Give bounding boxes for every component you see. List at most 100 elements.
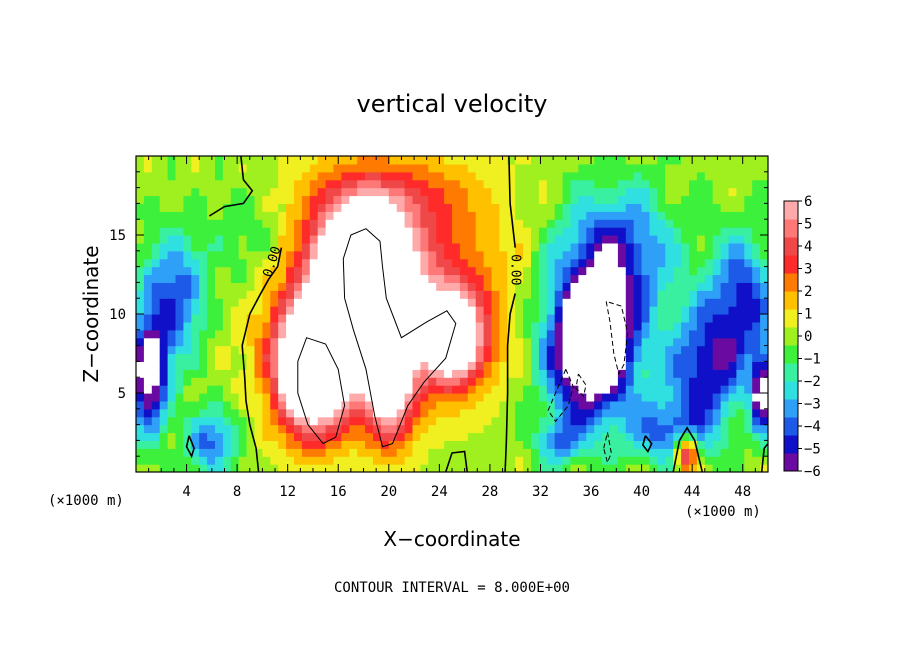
field-cell xyxy=(467,274,477,283)
field-cell xyxy=(728,179,737,189)
field-cell xyxy=(554,440,564,449)
field-cell xyxy=(673,416,682,426)
field-cell xyxy=(428,353,437,362)
field-cell xyxy=(483,211,493,220)
field-cell xyxy=(459,258,469,268)
field-cell xyxy=(294,203,303,212)
field-cell xyxy=(159,337,169,347)
y-tick-label: 10 xyxy=(109,307,126,323)
field-cell xyxy=(396,456,406,465)
field-cell xyxy=(380,306,390,315)
field-cell xyxy=(246,408,256,418)
field-cell xyxy=(388,211,398,220)
field-cell xyxy=(357,235,366,244)
field-cell xyxy=(270,321,279,331)
field-cell xyxy=(696,448,706,457)
field-cell xyxy=(159,274,169,283)
field-cell xyxy=(696,416,706,426)
field-cell xyxy=(420,235,429,244)
field-cell xyxy=(515,353,524,362)
field-cell xyxy=(475,274,485,283)
field-cell xyxy=(546,235,556,244)
field-cell xyxy=(523,290,532,299)
field-cell xyxy=(238,282,248,291)
field-cell xyxy=(404,329,414,339)
field-cell xyxy=(270,448,279,457)
field-cell xyxy=(404,187,414,197)
field-cell xyxy=(673,314,682,323)
field-cell xyxy=(143,211,153,220)
field-cell xyxy=(301,290,311,299)
field-cell xyxy=(744,385,753,394)
field-cell xyxy=(317,298,327,307)
field-cell xyxy=(278,448,287,457)
field-cell xyxy=(388,195,398,204)
field-cell xyxy=(483,329,493,339)
field-cell xyxy=(515,408,524,418)
field-cell xyxy=(531,306,540,315)
field-cell xyxy=(625,369,635,378)
field-cell xyxy=(689,171,698,181)
field-cell xyxy=(475,195,485,204)
field-cell xyxy=(736,321,745,331)
field-cell xyxy=(617,171,627,181)
field-cell xyxy=(325,171,335,181)
field-cell xyxy=(349,400,358,410)
field-cell xyxy=(191,464,200,472)
field-cell xyxy=(641,235,651,244)
field-cell xyxy=(341,250,350,260)
field-cell xyxy=(325,432,335,441)
field-cell xyxy=(222,187,232,197)
field-cell xyxy=(404,337,414,347)
field-cell xyxy=(665,235,674,244)
field-cell xyxy=(602,306,611,315)
field-cell xyxy=(254,314,263,323)
field-cell xyxy=(507,345,516,355)
field-cell xyxy=(143,424,153,434)
field-cell xyxy=(736,416,745,426)
field-cell xyxy=(657,408,666,418)
field-cell xyxy=(523,171,532,181)
field-cell xyxy=(602,187,611,197)
field-cell xyxy=(159,369,169,378)
field-cell xyxy=(341,179,350,189)
field-cell xyxy=(538,227,548,236)
field-cell xyxy=(467,432,477,441)
field-cell xyxy=(301,250,311,260)
field-cell xyxy=(396,369,406,378)
field-cell xyxy=(341,424,350,434)
y-axis-label: Z−coordinate xyxy=(79,245,103,382)
field-cell xyxy=(578,345,587,355)
field-cell xyxy=(562,361,572,370)
field-cell xyxy=(325,408,335,418)
field-cell xyxy=(617,219,627,228)
zero-contour xyxy=(508,156,516,248)
field-cell xyxy=(617,400,627,410)
field-cell xyxy=(681,179,690,189)
field-cell xyxy=(325,298,335,307)
field-cell xyxy=(736,187,745,197)
field-cell xyxy=(625,456,635,465)
field-cell xyxy=(736,385,745,394)
field-cell xyxy=(681,464,690,472)
field-cell xyxy=(404,282,414,291)
field-cell xyxy=(720,314,730,323)
field-cell xyxy=(570,266,579,276)
field-cell xyxy=(412,306,421,315)
field-cell xyxy=(507,424,516,434)
zero-contour xyxy=(268,247,283,280)
field-cell xyxy=(151,337,161,347)
field-cell xyxy=(444,456,453,465)
field-cell xyxy=(570,290,579,299)
field-cell xyxy=(207,416,216,426)
field-cell xyxy=(586,242,595,252)
field-cell xyxy=(720,464,730,472)
field-cell xyxy=(752,377,761,386)
field-cell xyxy=(570,219,579,228)
field-cell xyxy=(349,298,358,307)
field-cell xyxy=(641,408,651,418)
field-cell xyxy=(594,416,603,426)
field-cell xyxy=(641,274,651,283)
field-cell xyxy=(428,266,437,276)
field-cell xyxy=(262,266,271,276)
